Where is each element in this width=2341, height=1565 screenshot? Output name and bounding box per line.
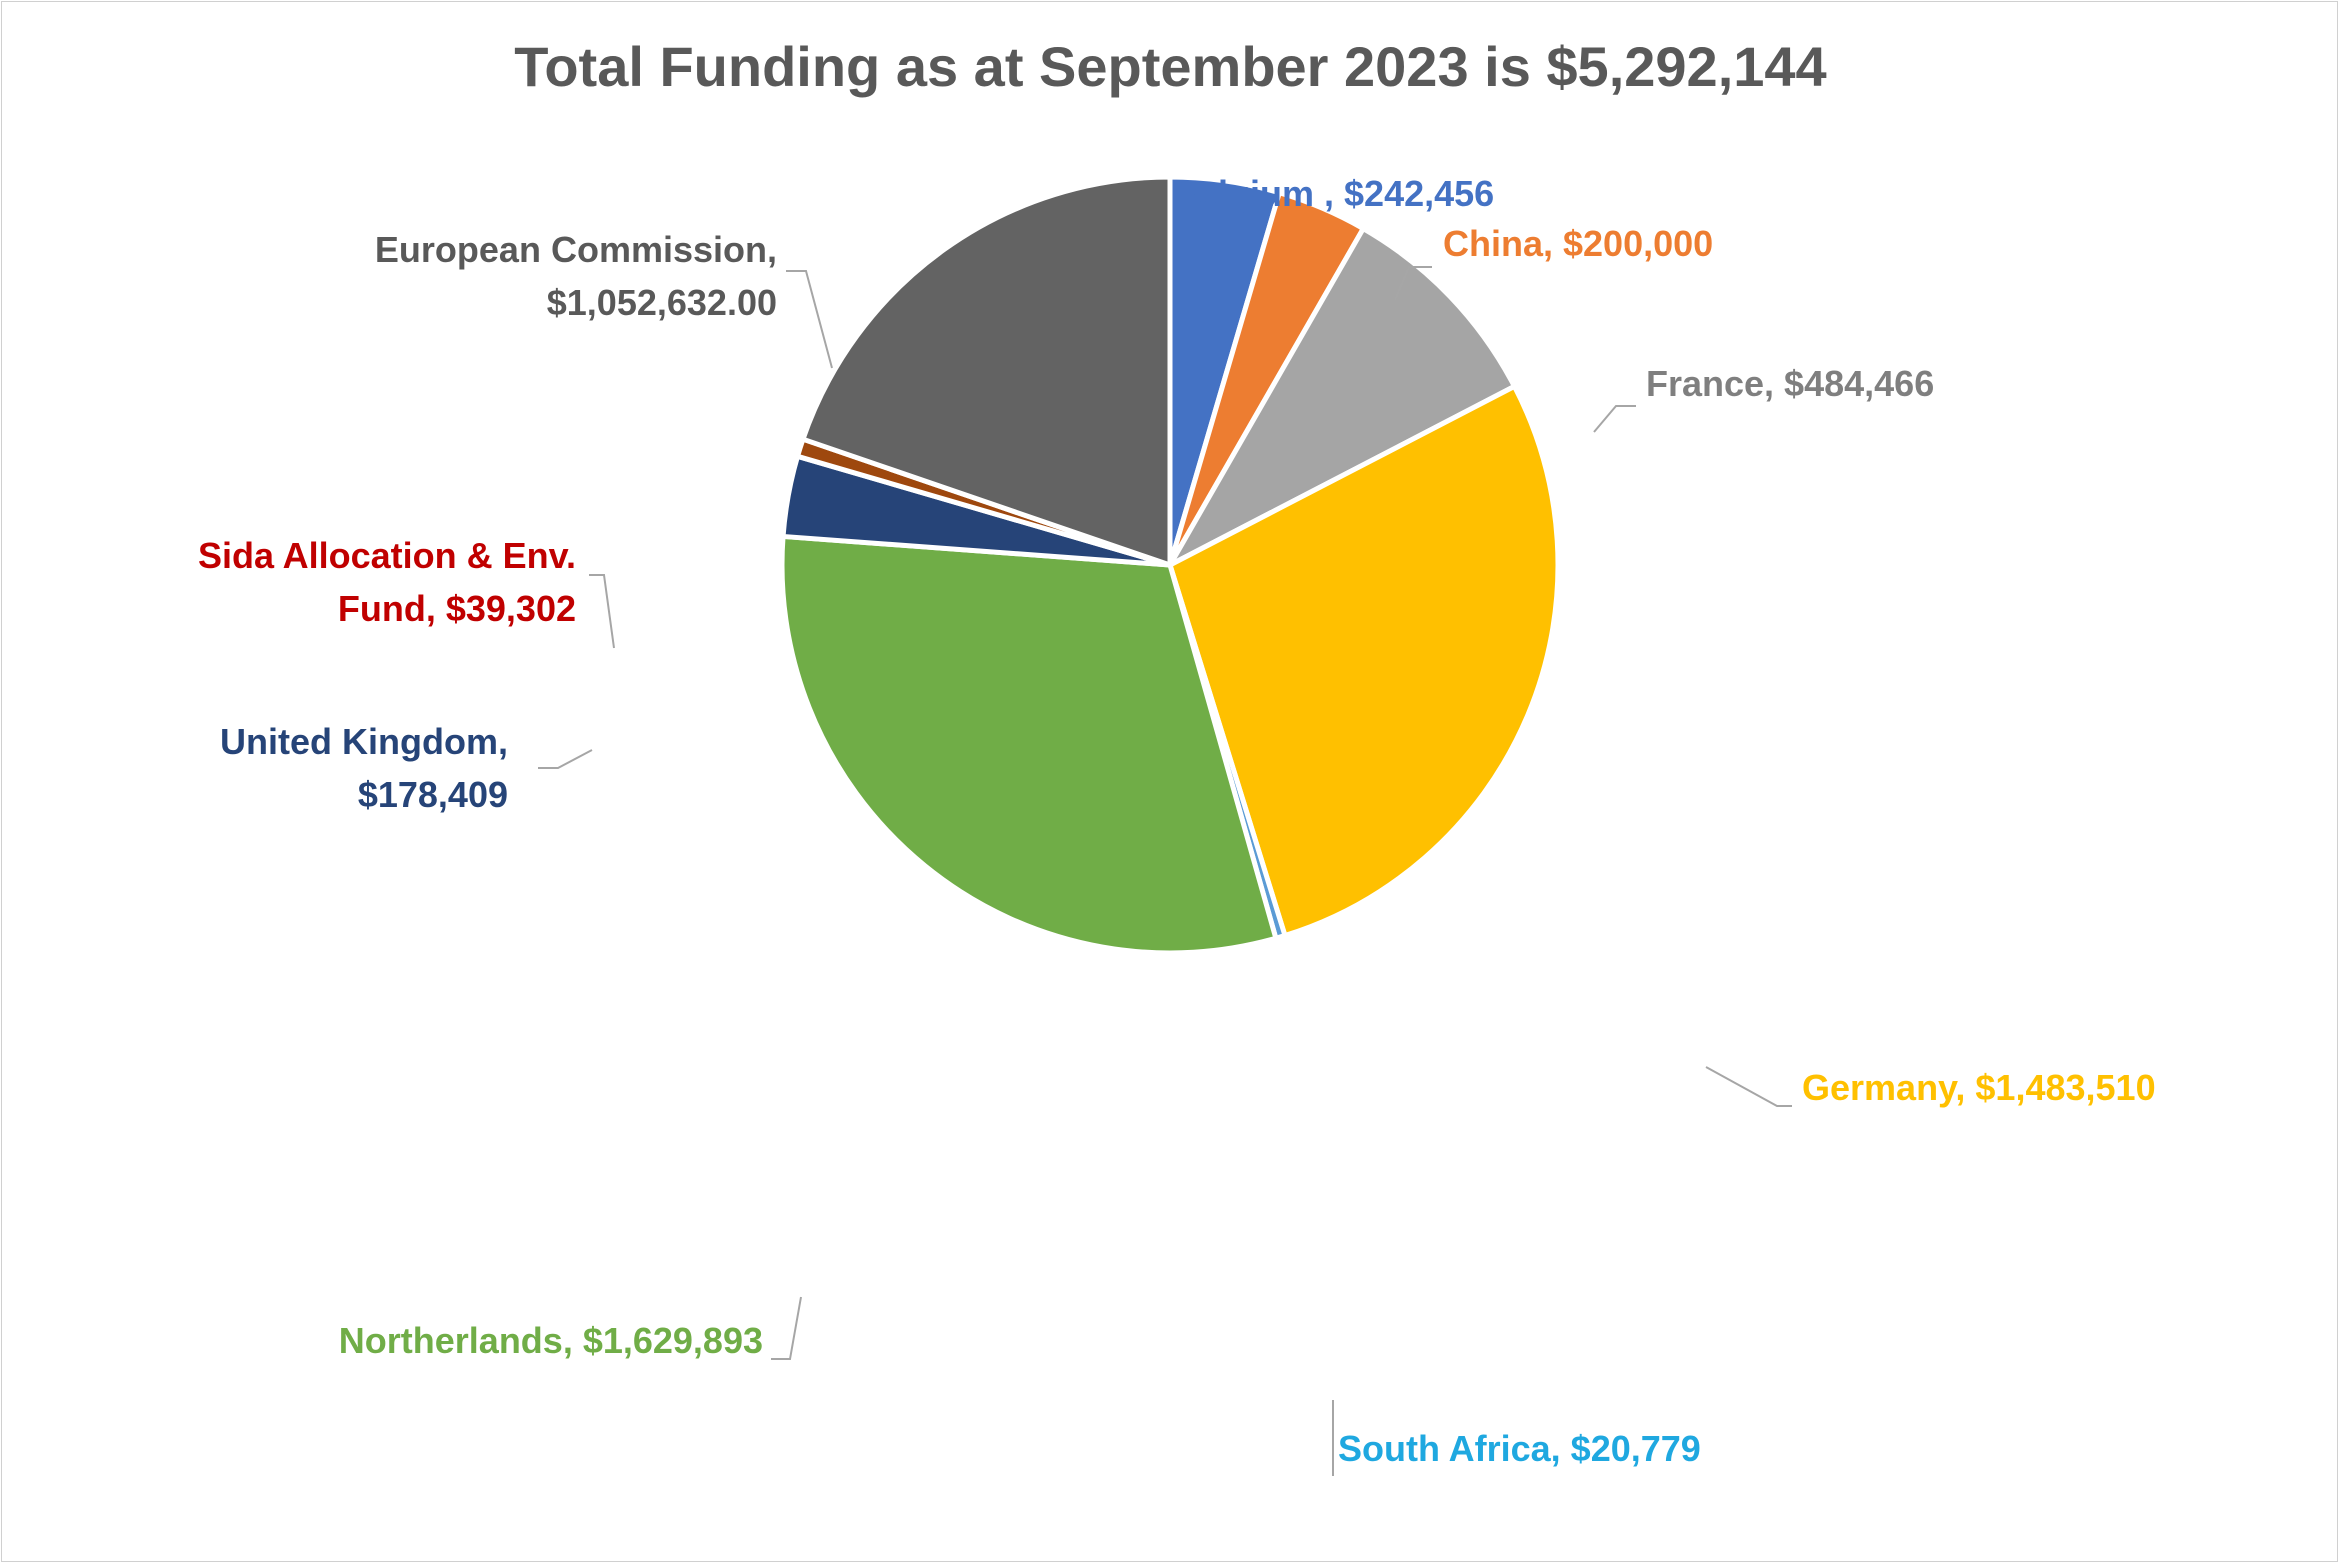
slice-label-line: Fund, $39,302	[338, 588, 576, 629]
pie-slice	[1167, 226, 1517, 568]
leader-line	[1593, 405, 1636, 433]
slice-label: Sida Allocation & Env. Fund, $39,302	[198, 535, 576, 629]
slice-label: China, $200,000	[1443, 223, 1713, 264]
slice-label: Germany, $1,483,510	[1802, 1067, 2156, 1108]
slice-label-line: European Commission,	[375, 229, 777, 270]
leader-line	[1705, 1066, 1792, 1107]
leader-line	[771, 1296, 802, 1360]
leader-line	[589, 574, 615, 649]
slice-label-line: Germany, $1,483,510	[1802, 1067, 2156, 1108]
slice-labels: Belgium , $242,456 China, $200,000 France,…	[198, 173, 2156, 1469]
slice-label: European Commission, $1,052,632.00	[375, 229, 777, 323]
pie-slice	[779, 533, 1279, 956]
leader-line	[786, 270, 833, 369]
slice-label: France, $484,466	[1646, 363, 1934, 404]
pie-slice	[1167, 383, 1561, 939]
slice-label-line: Sida Allocation & Env.	[198, 535, 576, 576]
slice-label: Belgium , $242,456	[1172, 173, 1494, 214]
pie-slices	[779, 174, 1561, 956]
slice-label-line: China, $200,000	[1443, 223, 1713, 264]
slice-label-line: South Africa, $20,779	[1338, 1428, 1701, 1469]
slice-label: South Africa, $20,779	[1338, 1428, 1701, 1469]
slice-label: Northerlands, $1,629,893	[339, 1320, 763, 1361]
slice-label-line: $178,409	[358, 774, 508, 815]
chart-title: Total Funding as at September 2023 is $5…	[514, 35, 1827, 98]
slice-label: United Kingdom, $178,409	[220, 721, 508, 815]
slice-label-line: Northerlands, $1,629,893	[339, 1320, 763, 1361]
slice-label-line: $1,052,632.00	[547, 282, 777, 323]
leader-line	[1394, 266, 1432, 301]
slice-label-line: United Kingdom,	[220, 721, 508, 762]
pie-slice	[800, 174, 1173, 568]
leader-lines	[538, 266, 1792, 1476]
leader-line	[538, 749, 593, 769]
slice-label-line: Belgium , $242,456	[1172, 173, 1494, 214]
slice-label-line: France, $484,466	[1646, 363, 1934, 404]
